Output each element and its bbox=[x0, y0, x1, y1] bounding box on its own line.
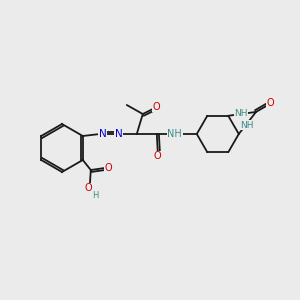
Text: NH: NH bbox=[240, 121, 254, 130]
Text: NH: NH bbox=[167, 129, 182, 139]
Text: O: O bbox=[154, 151, 162, 161]
Text: N: N bbox=[99, 129, 107, 139]
Text: H: H bbox=[93, 190, 99, 200]
Text: O: O bbox=[153, 102, 160, 112]
Text: N: N bbox=[115, 129, 123, 139]
Text: O: O bbox=[85, 183, 93, 193]
Text: O: O bbox=[267, 98, 274, 108]
Text: NH: NH bbox=[235, 109, 248, 118]
Text: O: O bbox=[105, 163, 112, 173]
